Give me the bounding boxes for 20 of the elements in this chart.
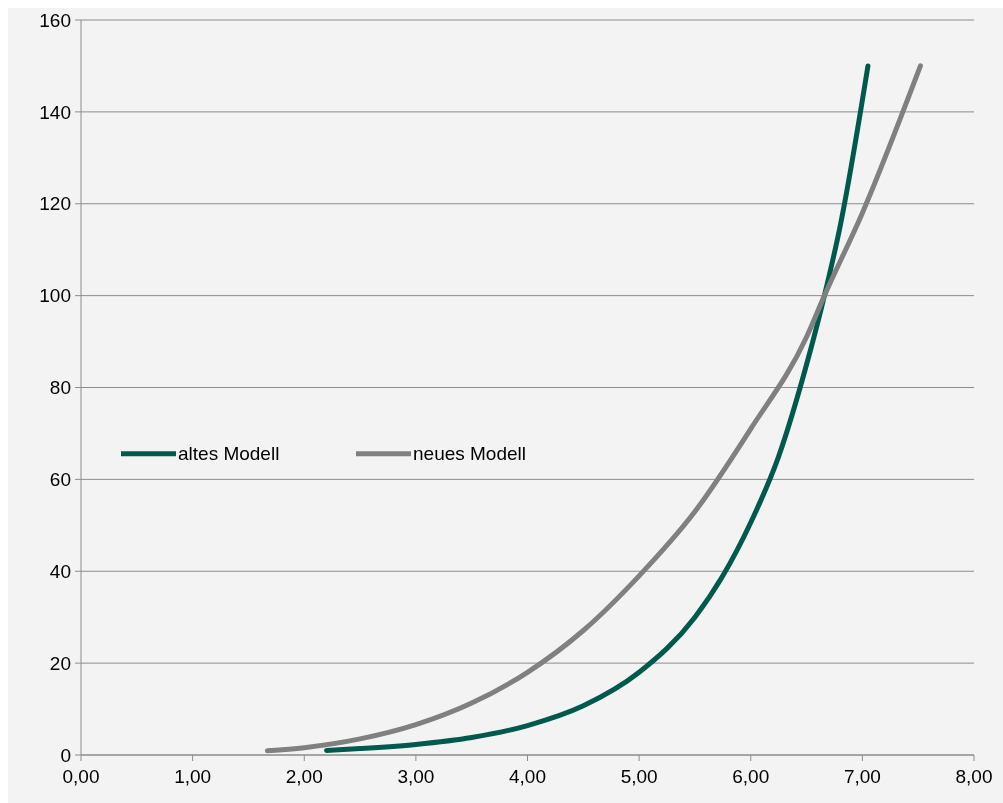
- y-tick-label: 140: [39, 101, 71, 123]
- y-tick-label: 160: [39, 9, 71, 31]
- x-tick-label: 4,00: [509, 766, 546, 787]
- y-tick-label: 80: [49, 377, 71, 399]
- x-tick-label: 2,00: [285, 766, 323, 787]
- y-tick-label: 120: [39, 193, 71, 215]
- x-tick-label: 7,00: [843, 766, 881, 787]
- x-tick-label: 5,00: [620, 766, 658, 787]
- x-tick-label: 8,00: [955, 766, 993, 787]
- y-tick-label: 100: [39, 285, 71, 307]
- y-tick-label: 0: [60, 744, 71, 766]
- x-tick-label: 6,00: [732, 766, 770, 787]
- y-tick-label: 20: [49, 652, 71, 674]
- legend-label: neues Modell: [413, 443, 527, 465]
- y-tick-label: 40: [49, 560, 71, 582]
- x-tick-label: 3,00: [397, 766, 435, 787]
- legend-label: altes Modell: [178, 443, 280, 465]
- x-tick-label: 0,00: [62, 766, 100, 787]
- x-tick-label: 1,00: [174, 766, 212, 787]
- y-tick-label: 60: [49, 469, 71, 491]
